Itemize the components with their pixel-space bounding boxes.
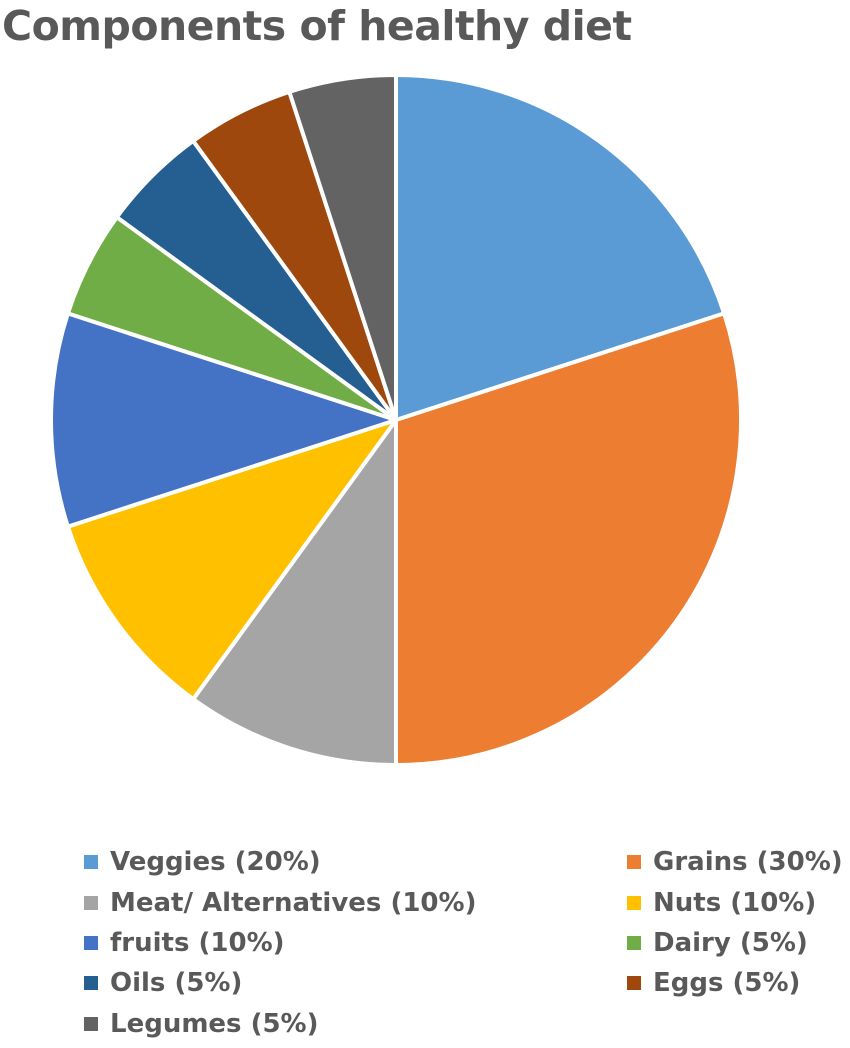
legend-item-legumes: Legumes (5%) xyxy=(84,1004,318,1044)
pie-slice-legumes xyxy=(287,73,398,422)
pie-slice-fruits xyxy=(49,311,398,529)
legend-item-eggs: Eggs (5%) xyxy=(627,963,800,1003)
legend-item-meat-alternatives: Meat/ Alternatives (10%) xyxy=(84,883,476,923)
pie-chart xyxy=(49,73,743,767)
pie-slice-nuts xyxy=(65,418,398,702)
legend-swatch-meat-alternatives xyxy=(84,896,98,910)
legend-swatch-legumes xyxy=(84,1017,98,1031)
legend-label-fruits: fruits (10%) xyxy=(110,928,285,958)
legend-swatch-fruits xyxy=(84,936,98,950)
legend-swatch-eggs xyxy=(627,976,641,990)
legend-label-meat-alternatives: Meat/ Alternatives (10%) xyxy=(110,888,477,918)
legend-item-dairy: Dairy (5%) xyxy=(627,923,808,963)
legend-swatch-veggies xyxy=(84,855,98,869)
legend-swatch-dairy xyxy=(627,936,641,950)
pie-slice-veggies xyxy=(394,73,727,422)
pie-slice-meat-alternatives xyxy=(191,418,398,767)
legend-label-grains: Grains (30%) xyxy=(653,847,843,877)
legend-label-oils: Oils (5%) xyxy=(110,968,243,998)
legend-label-eggs: Eggs (5%) xyxy=(653,968,801,998)
legend-label-veggies: Veggies (20%) xyxy=(110,847,321,877)
legend-item-nuts: Nuts (10%) xyxy=(627,883,816,923)
legend-item-grains: Grains (30%) xyxy=(627,842,843,882)
chart-title: Components of healthy diet xyxy=(2,2,632,50)
legend-label-nuts: Nuts (10%) xyxy=(653,888,817,918)
legend-item-oils: Oils (5%) xyxy=(84,963,242,1003)
legend-swatch-oils xyxy=(84,976,98,990)
legend-item-veggies: Veggies (20%) xyxy=(84,842,321,882)
legend-label-legumes: Legumes (5%) xyxy=(110,1009,319,1039)
legend-swatch-grains xyxy=(627,855,641,869)
pie-slices xyxy=(49,73,743,767)
pie-slice-grains xyxy=(394,311,743,767)
legend-item-fruits: fruits (10%) xyxy=(84,923,285,963)
legend-swatch-nuts xyxy=(627,896,641,910)
legend-label-dairy: Dairy (5%) xyxy=(653,928,808,958)
